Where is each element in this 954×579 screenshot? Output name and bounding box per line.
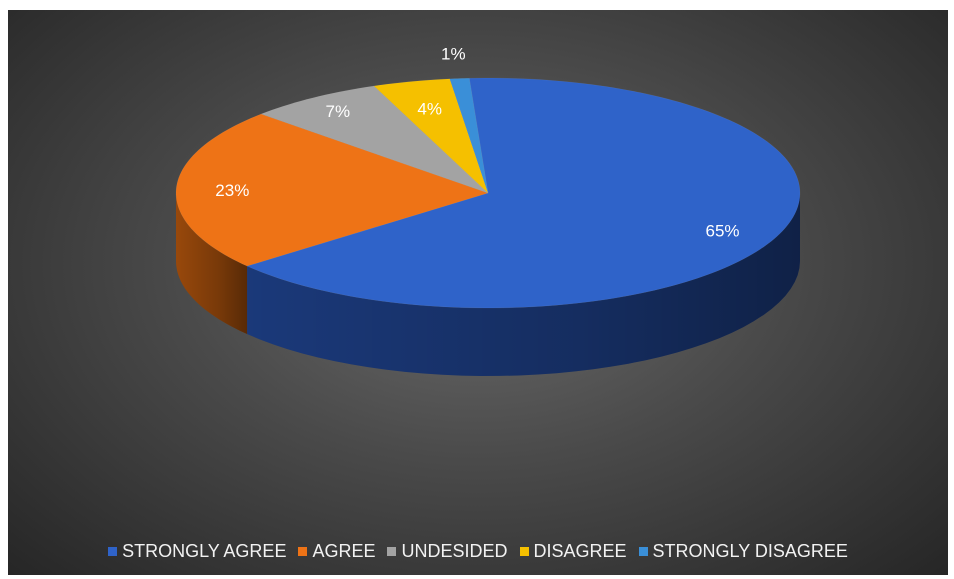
legend-item-disagree: DISAGREE [519,540,627,562]
data-label-strongly-disagree: 1% [441,44,466,63]
pie-slice-strongly-disagree [449,77,489,194]
data-label-disagree: 4% [417,99,442,118]
pie-side-shade-strongly-agree [247,193,801,376]
pie-chart: 65% 23% 7% 4% 1% [175,44,801,376]
pie-sides [176,193,801,376]
legend-swatch [108,546,118,556]
legend-swatch [638,546,648,556]
legend-swatch [387,546,397,556]
legend-item-strongly-agree: STRONGLY AGREE [108,541,286,562]
data-label-undesided: 7% [326,102,351,121]
legend-label: STRONGLY AGREE [122,540,287,561]
legend-swatch [298,546,308,556]
pie-data-labels: 65% 23% 7% 4% 1% [215,44,739,240]
legend-label: STRONGLY DISAGREE [652,540,848,561]
pie-slice-undesided [260,85,489,194]
legend-swatch [519,546,529,556]
pie-slice-disagree [373,78,489,194]
legend-item-agree: AGREE [298,541,375,562]
pie-slices [175,77,801,309]
legend-item-undesided: UNDESIDED [387,540,508,562]
data-label-strongly-agree: 65% [705,222,739,241]
legend: STRONGLY AGREE AGREE UNDESIDED DISAGREE STRO… [8,538,948,564]
pie-slice-agree [175,113,489,267]
data-label-agree: 23% [215,181,249,200]
legend-label: AGREE [312,540,376,561]
chart-area: 65% 23% 7% 4% 1% STRONGLY AGREE AGREE UNDESIDE… [8,10,948,575]
pie-slice-strongly-agree [246,77,801,309]
legend-label: DISAGREE [533,540,627,561]
pie-side-shade-agree [176,193,248,335]
legend-label: UNDESIDED [401,540,508,561]
legend-item-strongly-disagree: STRONGLY DISAGREE [638,540,848,562]
